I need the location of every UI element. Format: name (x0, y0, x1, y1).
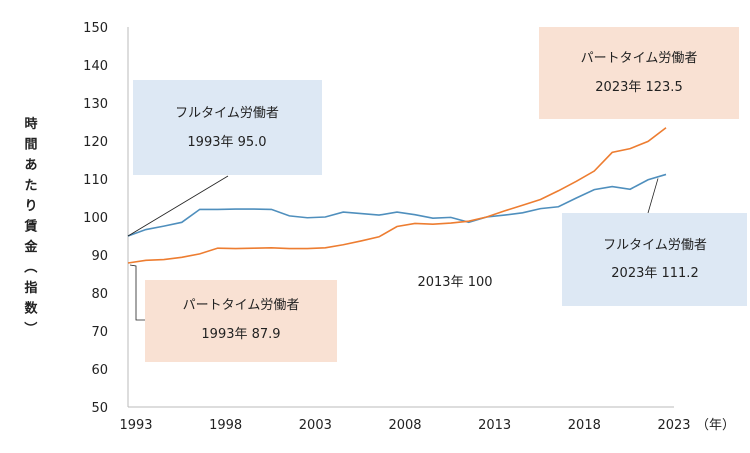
y-axis-label-char: り (24, 199, 37, 214)
y-axis-label-char: ） (22, 321, 38, 334)
y-tick-label: 50 (91, 401, 108, 416)
y-axis-label-char: 金 (23, 239, 38, 255)
series-line-fulltime (127, 173, 667, 237)
callout-parttime-2023: パートタイム労働者 2023年 123.5 (539, 27, 739, 119)
leader-line-fulltime-2023 (647, 178, 659, 214)
callout-box (145, 280, 337, 362)
y-axis-label-char: 賃 (23, 219, 37, 235)
y-tick-label: 60 (91, 363, 108, 378)
y-tick-labels: 50 60 70 80 90 100 110 120 130 140 150 (83, 21, 108, 416)
y-axis-label-char: 指 (24, 280, 37, 296)
callout-parttime-1993: パートタイム労働者 1993年 87.9 (145, 280, 337, 362)
y-tick-label: 150 (83, 21, 108, 36)
callout-value: 1993年 95.0 (187, 135, 266, 150)
callout-box (133, 80, 322, 175)
x-tick-label: 2003 (299, 418, 332, 433)
callout-title: フルタイム労働者 (175, 106, 279, 121)
y-tick-label: 110 (83, 173, 108, 188)
y-tick-label: 90 (91, 249, 108, 264)
leader-line-fulltime-1993 (127, 175, 229, 237)
y-tick-label: 70 (91, 325, 108, 340)
x-tick-label: 2008 (388, 418, 421, 433)
annotation-base-2013: 2013年 100 (417, 275, 492, 290)
y-axis-label-char: あ (24, 158, 37, 173)
callout-box (562, 213, 747, 306)
y-axis-label-char: 時 (24, 116, 37, 132)
y-axis-label-char: 間 (24, 138, 37, 153)
x-tick-labels: 1993 1998 2003 2008 2013 2018 2023 (119, 418, 690, 433)
y-axis-label-char: た (24, 179, 37, 194)
x-tick-label: 1998 (209, 418, 242, 433)
y-tick-label: 100 (83, 211, 108, 226)
y-tick-label: 80 (91, 287, 108, 302)
callout-title: パートタイム労働者 (183, 298, 300, 313)
callout-value: 2023年 123.5 (595, 80, 682, 95)
x-tick-label: 2018 (568, 418, 601, 433)
series-line-parttime (127, 127, 667, 264)
x-tick-label: 2023 (657, 418, 690, 433)
y-axis-label-char: （ (22, 260, 38, 273)
y-tick-label: 140 (83, 59, 108, 74)
y-tick-label: 120 (83, 135, 108, 150)
callout-fulltime-1993: フルタイム労働者 1993年 95.0 (133, 80, 322, 175)
y-tick-label: 130 (83, 97, 108, 112)
leader-line-parttime-1993 (129, 264, 145, 321)
callout-title: フルタイム労働者 (603, 238, 707, 253)
y-axis-label-char: 数 (24, 301, 38, 317)
x-axis-unit-label: （年） (696, 418, 735, 433)
x-tick-label: 1993 (119, 418, 152, 433)
x-tick-label: 2013 (478, 418, 511, 433)
callout-value: 2023年 111.2 (611, 266, 698, 281)
callout-fulltime-2023: フルタイム労働者 2023年 111.2 (562, 213, 747, 306)
callout-value: 1993年 87.9 (201, 327, 280, 342)
callout-title: パートタイム労働者 (581, 51, 698, 66)
callout-box (539, 27, 739, 119)
